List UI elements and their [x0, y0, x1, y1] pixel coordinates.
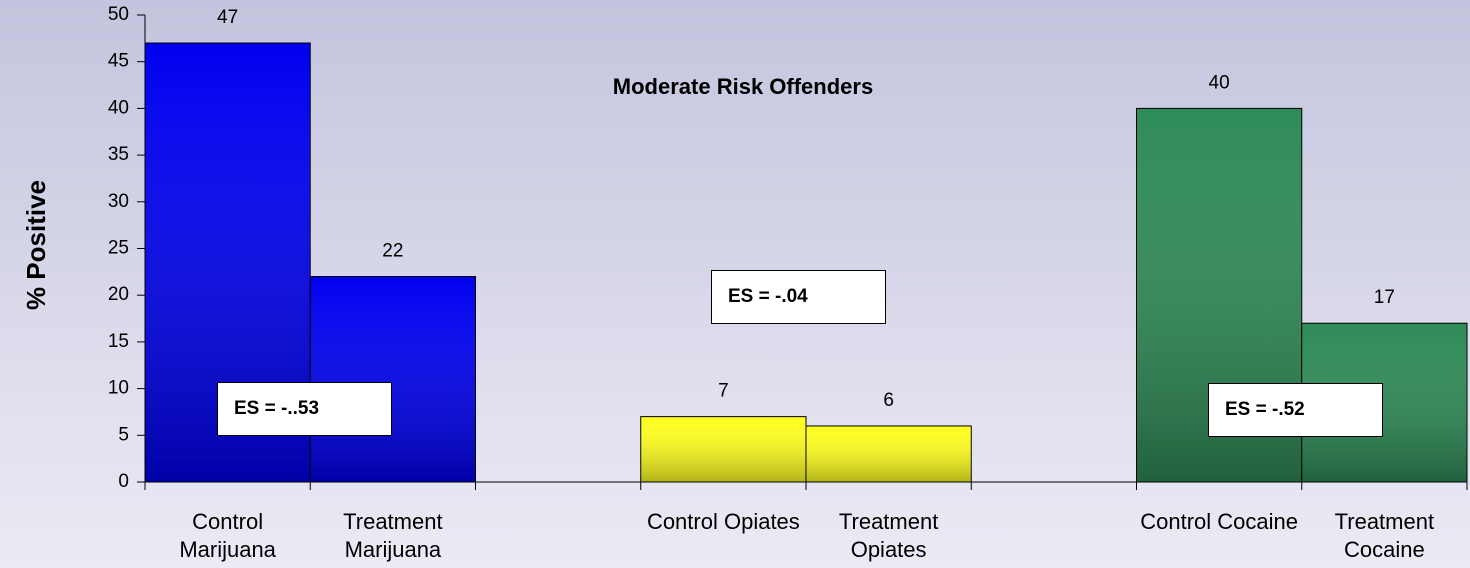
- value-label: 7: [718, 381, 729, 402]
- value-label: 47: [217, 7, 238, 28]
- bar: [309, 276, 476, 483]
- y-tick-label: 50: [108, 4, 129, 25]
- x-tick-label: Treatment Cocaine: [1334, 509, 1435, 562]
- y-tick-label: 15: [108, 331, 129, 352]
- y-tick-label: 10: [108, 378, 129, 399]
- y-tick-label: 25: [108, 238, 129, 259]
- chart-title: Moderate Risk Offenders: [613, 74, 873, 99]
- annotation-box: ES = -.04: [711, 270, 886, 324]
- y-tick-label: 30: [108, 191, 129, 212]
- annotation-box: ES = -.52: [1208, 383, 1383, 437]
- bar: [805, 425, 972, 483]
- x-tick-label: Treatment Marijuana: [343, 509, 443, 562]
- y-tick-label: 45: [108, 51, 129, 72]
- y-axis-label: % Positive: [21, 180, 51, 310]
- x-tick-label: Control Opiates: [646, 509, 800, 534]
- y-tick-label: 5: [118, 424, 129, 445]
- x-tick-label: Control Marijuana: [179, 509, 276, 562]
- y-tick-label: 40: [108, 97, 129, 118]
- y-tick-label: 0: [118, 471, 129, 492]
- value-label: 22: [382, 241, 403, 262]
- bar: [640, 416, 807, 483]
- value-label: 6: [883, 390, 894, 411]
- value-label: 40: [1209, 72, 1230, 93]
- x-tick-label: Treatment Opiates: [838, 509, 939, 562]
- value-label: 17: [1374, 287, 1395, 308]
- y-tick-label: 35: [108, 144, 129, 165]
- annotation-box: ES = -..53: [217, 382, 392, 436]
- x-tick-label: Control Cocaine: [1140, 509, 1298, 534]
- y-tick-label: 20: [108, 284, 129, 305]
